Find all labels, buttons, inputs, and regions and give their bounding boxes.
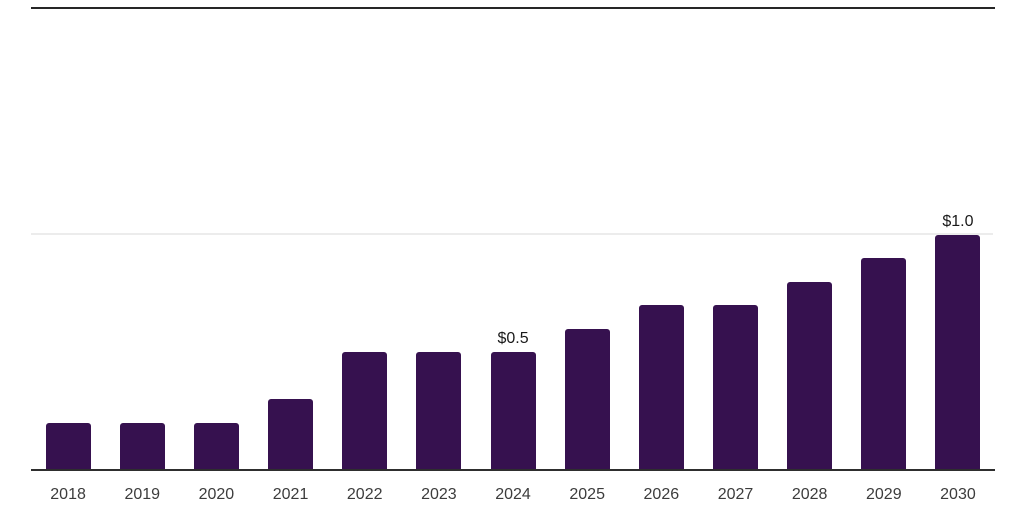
bar-slot-2022 — [328, 235, 402, 470]
bar-slot-2030: $1.0 — [921, 213, 995, 470]
bar-2026 — [638, 305, 684, 470]
bar-slot-2029 — [847, 235, 921, 470]
gridline-1-0 — [31, 233, 993, 235]
x-tick-2029: 2029 — [866, 486, 902, 503]
bar-2025 — [564, 329, 610, 470]
x-axis-line — [31, 469, 995, 471]
x-tick-2023: 2023 — [421, 486, 457, 503]
bar-slot-2020 — [179, 235, 253, 470]
bar-2029 — [861, 258, 907, 470]
bar-2018 — [45, 423, 91, 470]
x-tick-2020: 2020 — [198, 486, 235, 503]
value-label-2024: $0.5 — [497, 330, 529, 347]
bar-2023 — [416, 352, 462, 470]
bar-2021 — [268, 399, 314, 470]
x-tick-2019: 2019 — [124, 486, 161, 503]
x-tick-2022: 2022 — [346, 486, 383, 503]
plot-area: $0.5 $1.0 — [31, 213, 995, 470]
bar-slot-2021 — [253, 235, 327, 470]
bar-slot-2023 — [402, 235, 476, 470]
bar-2024 — [490, 352, 536, 470]
x-tick-2026: 2026 — [643, 486, 680, 503]
chart-top-border-line — [31, 7, 995, 9]
bar-slot-2025 — [550, 235, 624, 470]
bar-2030 — [935, 235, 981, 470]
bar-2019 — [119, 423, 165, 470]
x-tick-2027: 2027 — [717, 486, 754, 503]
x-tick-2024: 2024 — [495, 486, 531, 503]
x-tick-2018: 2018 — [50, 486, 86, 503]
bar-2028 — [787, 282, 833, 470]
bar-slot-2019 — [105, 235, 179, 470]
bar-slot-2024: $0.5 — [476, 235, 550, 470]
bar-slot-2018 — [31, 235, 105, 470]
x-axis-ticks: 2018 2019 2020 2021 2022 2023 2024 2025 2026 2027… — [31, 484, 995, 506]
bar-2020 — [193, 423, 239, 470]
bar-2022 — [342, 352, 388, 470]
x-tick-2028: 2028 — [791, 486, 828, 503]
x-tick-2021: 2021 — [272, 486, 309, 503]
bar-slot-2028 — [773, 235, 847, 470]
value-label-2030: $1.0 — [942, 213, 974, 230]
bar-slot-2026 — [624, 235, 698, 470]
x-tick-2025: 2025 — [569, 486, 605, 503]
x-tick-2030: 2030 — [940, 486, 976, 503]
bar-2027 — [712, 305, 758, 470]
bar-slot-2027 — [698, 235, 772, 470]
